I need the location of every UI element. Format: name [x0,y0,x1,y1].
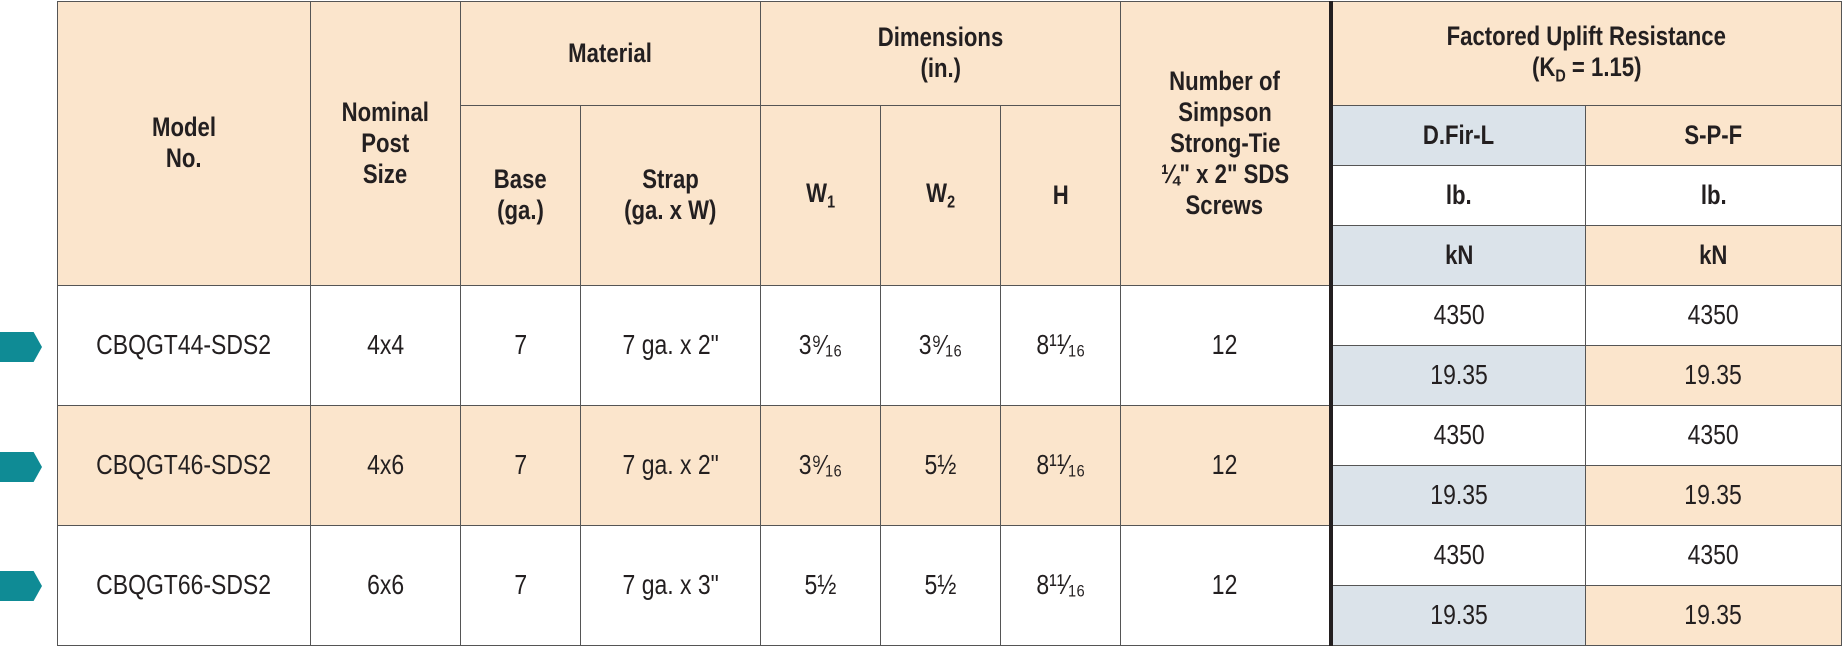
strap-cell: 7 ga. x 2" [579,284,762,406]
header-h: H [1000,104,1122,286]
base-cell: 7 [460,284,581,406]
spf-kn-cell: 19.35 [1585,344,1842,406]
header-strap: Strap (ga. x W) [579,104,762,286]
header-screws: Number of Simpson Strong-Tie ¼" x 2" SDS Scr… [1120,1,1332,286]
header-model: Model No. [57,1,311,286]
dfir-lb-cell: 4350 [1328,404,1587,466]
screws-cell: 12 [1120,524,1332,647]
header-post-size: Nominal Post Size [310,1,461,286]
w1-cell: 3⁹⁄₁₆ [760,284,882,406]
header-spf: S-P-F [1585,104,1842,166]
dfir-kn-cell: 19.35 [1328,464,1587,526]
header-dfir: D.Fir-L [1328,104,1587,166]
w2-cell: 3⁹⁄₁₆ [880,284,1002,406]
base-cell: 7 [460,524,581,647]
model-cell: CBQGT46-SDS2 [57,404,311,526]
header-w1: W1 [760,104,882,286]
row-marker-3 [0,571,42,601]
screws-cell: 12 [1120,284,1332,406]
dfir-kn-cell: 19.35 [1328,344,1587,406]
header-dfir-lb: lb. [1328,164,1587,226]
spf-lb-cell: 4350 [1585,404,1842,466]
table-row: CBQGT44-SDS2 4x4 7 7 ga. x 2" 3⁹⁄₁₆ 3⁹⁄₁… [57,284,1842,406]
h-cell: 8¹¹⁄₁₆ [1000,284,1122,406]
w2-cell: 5½ [880,404,1002,526]
spf-kn-cell: 19.35 [1585,584,1842,647]
spf-kn-cell: 19.35 [1585,464,1842,526]
post-cell: 4x4 [310,284,461,406]
header-w2: W2 [880,104,1002,286]
table-row: CBQGT46-SDS2 4x6 7 7 ga. x 2" 3⁹⁄₁₆ 5½ 8… [57,404,1842,526]
header-spf-lb: lb. [1585,164,1842,226]
spf-lb-cell: 4350 [1585,284,1842,346]
post-cell: 6x6 [310,524,461,647]
header-spf-kn: kN [1585,224,1842,286]
header-uplift: Factored Uplift Resistance (KD = 1.15) [1328,1,1842,106]
row-marker-2 [0,452,42,482]
model-cell: CBQGT44-SDS2 [57,284,311,406]
screws-cell: 12 [1120,404,1332,526]
h-cell: 8¹¹⁄₁₆ [1000,524,1122,647]
spf-lb-cell: 4350 [1585,524,1842,586]
post-cell: 4x6 [310,404,461,526]
dfir-lb-cell: 4350 [1328,524,1587,586]
dfir-kn-cell: 19.35 [1328,584,1587,647]
table-row: 19.35 19.35 [58,344,1842,406]
base-cell: 7 [460,404,581,526]
table-row: 19.35 19.35 [58,584,1842,647]
header-dimensions: Dimensions (in.) [760,1,1122,106]
w1-cell: 3⁹⁄₁₆ [760,404,882,526]
dfir-lb-cell: 4350 [1328,284,1587,346]
row-marker-1 [0,332,42,362]
model-cell: CBQGT66-SDS2 [57,524,311,647]
header-material: Material [459,1,762,106]
header-base: Base (ga.) [460,104,581,286]
h-cell: 8¹¹⁄₁₆ [1000,404,1122,526]
product-table: Model No. Nominal Post Size Material Dimens… [57,1,1842,647]
w2-cell: 5½ [880,524,1002,647]
table-row: CBQGT66-SDS2 6x6 7 7 ga. x 3" 5½ 5½ 8¹¹⁄… [57,524,1842,647]
strap-cell: 7 ga. x 2" [579,404,762,526]
header-dfir-kn: kN [1328,224,1587,286]
strap-cell: 7 ga. x 3" [579,524,762,647]
w1-cell: 5½ [760,524,882,647]
